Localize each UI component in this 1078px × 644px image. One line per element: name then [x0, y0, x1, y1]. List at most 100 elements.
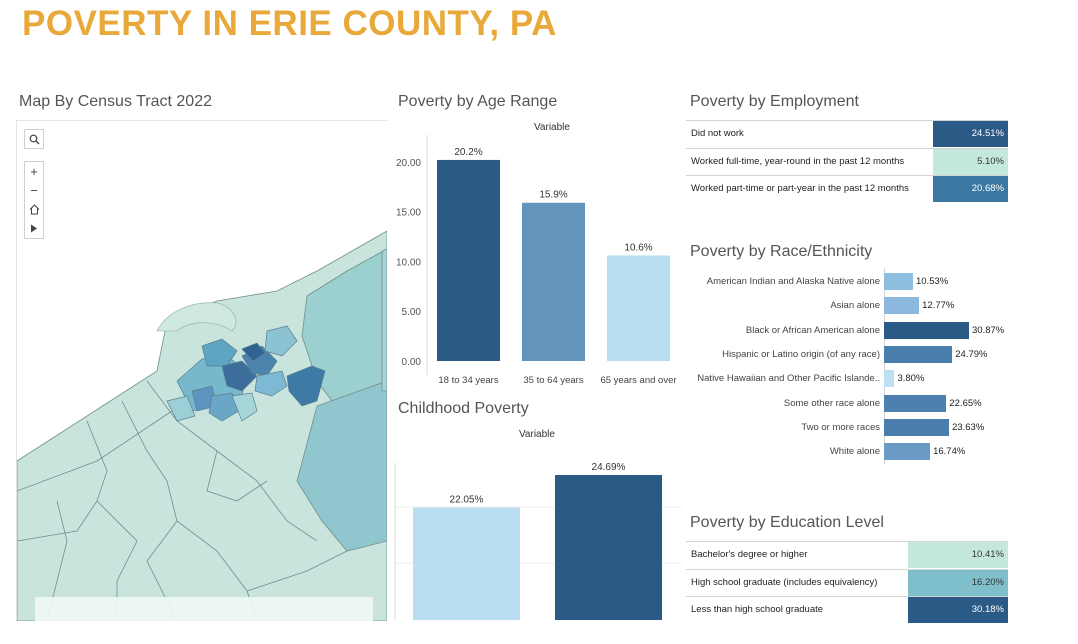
- race-value-label: 24.79%: [955, 348, 988, 360]
- race-y-axis: [884, 268, 885, 464]
- home-button[interactable]: [25, 200, 43, 219]
- race-category-label: Native Hawaiian and Other Pacific Island…: [697, 373, 880, 385]
- race-bar[interactable]: [884, 297, 920, 315]
- race-bar[interactable]: [884, 418, 950, 436]
- tract-city-5: [254, 370, 288, 397]
- race-value-label: 16.74%: [933, 446, 966, 458]
- search-icon: [29, 134, 39, 144]
- education-row[interactable]: High school graduate (includes equivalen…: [686, 568, 1008, 596]
- age-bar: [522, 202, 585, 361]
- employment-row-value: 5.10%: [933, 147, 1008, 175]
- page-title: POVERTY IN ERIE COUNTY, PA: [22, 4, 557, 43]
- race-value-label: 10.53%: [915, 276, 949, 287]
- race-category-label: Asian alone: [830, 300, 880, 312]
- child-bar: [413, 507, 520, 620]
- age-category-label: 18 to 34 years: [438, 375, 498, 386]
- employment-row-divider: [686, 175, 1008, 176]
- zoom-out-button[interactable]: −: [30, 183, 38, 198]
- tract-east-3: [381, 248, 387, 392]
- age-bar: [437, 159, 500, 361]
- child-title: Childhood Poverty: [398, 400, 529, 417]
- education-row-divider: [686, 541, 1008, 542]
- race-bar[interactable]: [884, 443, 931, 461]
- tract-city-3: [221, 360, 258, 392]
- employment-row[interactable]: Worked full-time, year-round in the past…: [686, 147, 1008, 175]
- education-title: Poverty by Education Level: [690, 514, 884, 531]
- age-variable-label: Variable: [534, 122, 570, 133]
- race-bar[interactable]: [884, 394, 947, 412]
- age-ytick-label: 20.00: [396, 158, 421, 169]
- tract-city-2: [201, 338, 238, 367]
- education-row-value: 30.18%: [908, 596, 1008, 623]
- race-category-label: Some other race alone: [783, 397, 880, 409]
- employment-row-divider: [686, 120, 1008, 121]
- age-category-label: 35 to 64 years: [523, 375, 583, 386]
- map-legend-panel: [35, 597, 373, 621]
- zoom-in-button[interactable]: +: [30, 164, 38, 179]
- employment-row-value: 20.68%: [933, 175, 1008, 202]
- race-category-label: Black or African American alone: [745, 324, 880, 336]
- race-bar[interactable]: [884, 273, 913, 290]
- child-bar: [555, 475, 662, 620]
- employment-row[interactable]: Did not work 24.51%: [686, 120, 1008, 147]
- race-category-label: Two or more races: [801, 421, 880, 433]
- tract-city-8: [208, 392, 240, 422]
- age-title: Poverty by Age Range: [398, 93, 558, 110]
- race-category-label: American Indian and Alaska Native alone: [706, 276, 880, 287]
- child-variable-label: Variable: [519, 429, 555, 440]
- age-ytick-label: 15.00: [396, 208, 421, 219]
- childhood-bar-chart: 22.05% 24.69%: [394, 462, 682, 620]
- race-value-label: 12.77%: [922, 300, 955, 312]
- race-bar[interactable]: [884, 370, 895, 388]
- education-row[interactable]: Less than high school graduate 30.18%: [686, 596, 1008, 623]
- age-bar: [607, 255, 670, 361]
- race-bar[interactable]: [884, 345, 953, 363]
- map-canvas[interactable]: [17, 121, 387, 621]
- education-row-value: 10.41%: [908, 541, 1008, 568]
- county-region: [17, 230, 387, 621]
- age-category-label: 65 years and over: [600, 375, 676, 386]
- expand-button[interactable]: [25, 219, 43, 238]
- home-icon: [29, 204, 39, 215]
- race-bar-chart: American Indian and Alaska Native alone 1…: [686, 268, 1012, 464]
- tract-city-6: [264, 325, 298, 357]
- age-bar-chart: 20.00 15.00 10.00 5.00 0.00 20.2% 18 to 34 yea…: [396, 135, 677, 386]
- child-value-label: 22.05%: [450, 495, 484, 506]
- race-value-label: 30.87%: [972, 324, 1005, 336]
- employment-row[interactable]: Worked part-time or part-year in the pas…: [686, 175, 1008, 202]
- age-value-label: 10.6%: [624, 242, 652, 253]
- age-ytick-label: 0.00: [402, 357, 422, 368]
- employment-row-label: Worked part-time or part-year in the pas…: [691, 183, 909, 194]
- map-title: Map By Census Tract 2022: [19, 93, 212, 110]
- education-row[interactable]: Bachelor's degree or higher 10.41%: [686, 541, 1008, 568]
- race-title: Poverty by Race/Ethnicity: [690, 243, 873, 260]
- census-tract-map[interactable]: + −: [16, 120, 387, 621]
- race-value-label: 22.65%: [949, 397, 982, 409]
- education-row-label: Bachelor's degree or higher: [691, 549, 808, 560]
- education-row-label: High school graduate (includes equivalen…: [691, 576, 878, 588]
- tract-city-9: [166, 395, 196, 422]
- education-table: Bachelor's degree or higher 10.41% High sc…: [686, 541, 1008, 625]
- employment-row-label: Worked full-time, year-round in the past…: [691, 155, 905, 167]
- presque-isle: [156, 302, 237, 332]
- education-row-divider: [686, 596, 1008, 597]
- map-zoom-controls: + −: [24, 161, 44, 239]
- education-row-value: 16.20%: [908, 568, 1008, 596]
- tract-city-11: [231, 392, 258, 422]
- map-search-button[interactable]: [24, 129, 44, 149]
- employment-title: Poverty by Employment: [690, 93, 859, 110]
- race-value-label: 23.63%: [952, 421, 985, 433]
- education-row-divider: [686, 568, 1008, 570]
- tract-city-10: [286, 365, 326, 407]
- race-value-label: 3.80%: [897, 373, 925, 385]
- employment-table: Did not work 24.51% Worked full-time, year…: [686, 120, 1008, 204]
- tract-city-12: [241, 342, 266, 362]
- employment-row-label: Did not work: [691, 128, 744, 139]
- race-category-label: Hispanic or Latino origin (of any race): [722, 348, 880, 360]
- age-ytick-label: 5.00: [402, 307, 422, 318]
- child-value-label: 24.69%: [592, 462, 626, 473]
- race-bar[interactable]: [884, 321, 969, 339]
- employment-row-value: 24.51%: [933, 120, 1008, 147]
- race-category-label: White alone: [829, 446, 880, 458]
- play-icon: [31, 224, 37, 233]
